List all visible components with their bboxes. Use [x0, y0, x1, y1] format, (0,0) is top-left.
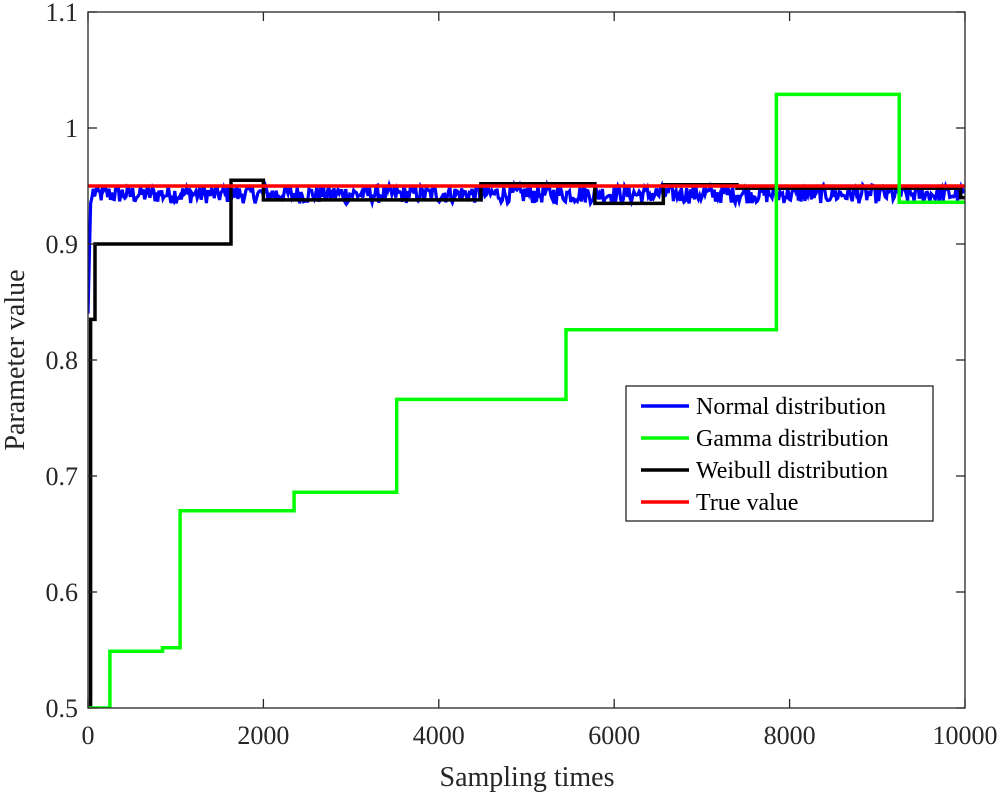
x-tick-label: 6000	[588, 721, 640, 750]
legend-box	[625, 385, 934, 522]
legend-label: True value	[696, 490, 798, 516]
legend-label: Gamma distribution	[696, 426, 889, 452]
series-group	[88, 92, 965, 708]
y-tick-label: 0.6	[46, 578, 79, 607]
x-tick-label: 2000	[237, 721, 289, 750]
legend: Normal distribution Gamma distribution Wei…	[625, 385, 934, 522]
x-axis: 0 2000 4000 6000 8000 10000	[82, 12, 998, 750]
y-tick-label: 0.5	[46, 694, 79, 723]
x-tick-label: 0	[82, 721, 95, 750]
y-tick-label: 0.8	[46, 346, 79, 375]
x-tick-label: 10000	[933, 721, 998, 750]
series-line-gamma-distribution	[88, 92, 965, 708]
legend-label: Normal distribution	[696, 394, 886, 420]
y-tick-label: 0.7	[46, 462, 79, 491]
x-axis-label: Sampling times	[440, 762, 615, 793]
x-tick-label: 8000	[764, 721, 816, 750]
axes-box	[87, 11, 966, 709]
y-tick-label: 0.9	[46, 230, 79, 259]
legend-label: Weibull distribution	[696, 458, 888, 484]
y-tick-label: 1	[65, 114, 78, 143]
y-axis-label: Parameter value	[0, 269, 31, 450]
series-line-normal-distribution	[88, 179, 965, 314]
y-axis: 0.5 0.6 0.7 0.8 0.9 1 1.1	[46, 0, 965, 723]
plot-area	[87, 11, 966, 709]
y-tick-label: 1.1	[46, 0, 79, 27]
x-tick-label: 4000	[413, 721, 465, 750]
